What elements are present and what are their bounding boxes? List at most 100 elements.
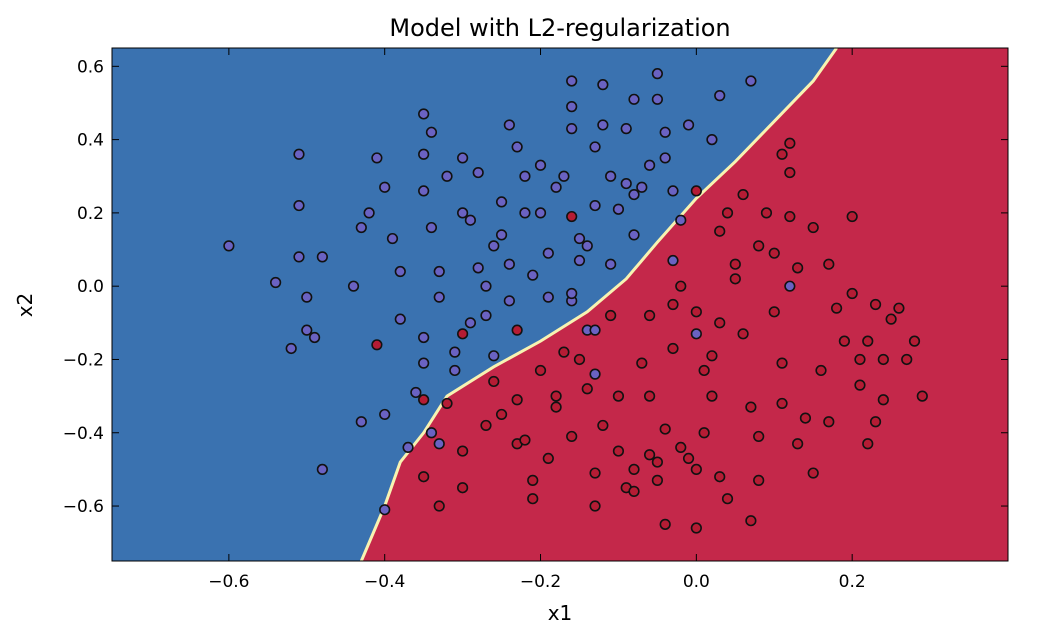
point-blue — [620, 123, 632, 135]
point-blue — [527, 269, 539, 281]
point-red — [643, 309, 656, 322]
point-red — [457, 445, 469, 457]
point-red — [573, 353, 586, 366]
point-red — [807, 467, 819, 479]
point-red — [916, 390, 928, 402]
point-red — [690, 306, 702, 318]
point-red — [659, 518, 671, 530]
point-blue — [394, 313, 406, 325]
point-red — [776, 357, 788, 369]
point-blue — [581, 240, 593, 252]
point-red — [729, 273, 741, 285]
x-tick-label: 0.2 — [839, 572, 866, 592]
point-red — [698, 364, 710, 377]
point-red — [667, 298, 679, 311]
point-red — [690, 463, 702, 475]
point-red — [745, 515, 757, 527]
point-red — [815, 364, 827, 377]
point-blue — [628, 188, 640, 201]
point-blue — [425, 126, 438, 138]
point-blue — [355, 416, 367, 428]
y-axis-ticks: 0.6 0.4 0.2 0.0 −0.2 −0.4 −0.6 — [63, 57, 1008, 517]
point-blue — [418, 148, 430, 160]
point-red — [854, 353, 866, 366]
point-blue — [433, 291, 445, 303]
point-blue — [667, 254, 679, 267]
point-blue — [464, 214, 477, 226]
point-red — [566, 210, 578, 223]
point-red — [714, 471, 726, 483]
point-red — [737, 328, 749, 340]
point-blue — [433, 265, 445, 278]
point-red — [643, 390, 656, 402]
point-blue — [293, 148, 305, 160]
point-red — [651, 474, 663, 486]
y-tick-label: 0.0 — [77, 277, 104, 297]
point-blue — [612, 203, 625, 215]
point-red — [612, 390, 625, 402]
point-blue — [285, 342, 297, 355]
point-blue — [347, 280, 360, 292]
point-blue — [464, 317, 477, 329]
point-red — [714, 317, 726, 329]
point-red — [776, 397, 788, 410]
chart-title: Model with L2-regularization — [389, 14, 730, 42]
point-blue — [301, 291, 313, 303]
point-red — [784, 210, 796, 223]
point-red — [721, 493, 734, 505]
y-tick-label: −0.4 — [63, 424, 104, 444]
point-blue — [566, 123, 578, 135]
point-red — [433, 500, 445, 512]
point-blue — [605, 170, 617, 182]
y-tick-label: −0.2 — [63, 350, 104, 370]
point-red — [846, 287, 858, 300]
point-red — [698, 427, 710, 439]
point-red — [776, 148, 788, 160]
point-red — [706, 390, 718, 402]
region-red — [361, 48, 1008, 561]
point-red — [511, 324, 523, 336]
point-red — [605, 309, 617, 322]
point-red — [901, 353, 913, 366]
series-red-points — [371, 137, 928, 534]
point-red — [869, 298, 882, 311]
point-blue — [566, 101, 578, 113]
point-red — [371, 339, 383, 351]
point-blue — [316, 463, 328, 475]
point-red — [854, 379, 866, 391]
point-blue — [379, 181, 391, 193]
point-red — [581, 383, 593, 395]
point-red — [690, 185, 702, 197]
y-tick-label: 0.4 — [77, 131, 104, 151]
x-tick-label: 0.0 — [683, 572, 710, 592]
point-blue — [425, 427, 438, 439]
point-blue — [379, 504, 391, 516]
y-axis-label: x2 — [13, 293, 37, 318]
point-blue — [316, 251, 328, 263]
point-blue — [573, 232, 586, 245]
point-blue — [433, 438, 445, 450]
point-blue — [628, 93, 640, 105]
point-blue — [441, 170, 453, 182]
point-blue — [472, 166, 484, 179]
point-red — [675, 441, 687, 454]
point-red — [628, 463, 640, 475]
point-red — [706, 350, 718, 362]
point-red — [418, 394, 430, 406]
point-red — [714, 225, 726, 237]
point-red — [597, 419, 609, 432]
point-red — [675, 280, 687, 292]
y-tick-label: 0.2 — [77, 204, 104, 224]
point-blue — [410, 386, 422, 399]
point-red — [753, 430, 765, 443]
point-blue — [620, 177, 632, 190]
point-blue — [488, 240, 500, 252]
point-red — [542, 452, 554, 465]
point-red — [612, 445, 625, 457]
x-tick-label: −0.2 — [520, 572, 561, 592]
point-red — [768, 247, 780, 259]
point-blue — [511, 141, 523, 153]
point-blue — [690, 328, 702, 340]
point-red — [457, 482, 469, 494]
